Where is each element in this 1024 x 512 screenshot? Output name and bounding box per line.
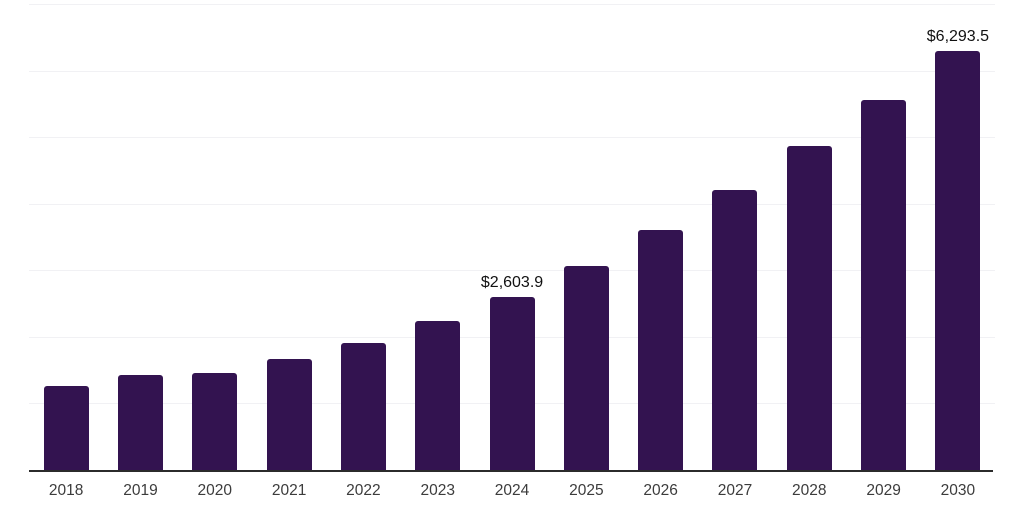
bar-2021 — [266, 359, 312, 470]
bar-slot-2027 — [698, 4, 772, 470]
bar-2027 — [712, 190, 758, 470]
bar-2026 — [638, 230, 684, 470]
x-tick-label-2027: 2027 — [717, 482, 753, 499]
x-tick-label-2025: 2025 — [569, 482, 604, 499]
bar-slot-2030: $6,293.5 — [921, 4, 995, 470]
x-axis-line — [29, 470, 993, 472]
x-tick-label-2021: 2021 — [271, 482, 307, 499]
x-tick-label-2022: 2022 — [346, 482, 381, 499]
gridline-4000 — [29, 203, 995, 205]
x-tick-label-2023: 2023 — [420, 482, 455, 499]
bar-2028 — [786, 146, 832, 470]
bar-slot-2022 — [326, 4, 400, 470]
bar-slot-2024: $2,603.9 — [475, 4, 549, 470]
bar-2018 — [43, 386, 89, 470]
bar-2020 — [192, 373, 238, 470]
x-tick-label-2028: 2028 — [792, 482, 827, 499]
x-tick-label-2026: 2026 — [643, 482, 678, 499]
bar-2019 — [117, 375, 163, 470]
x-axis-labels: 2018 2019 2020 2021 2022 2023 2024 2025 2026 2027… — [29, 482, 995, 500]
x-tick-label-2018: 2018 — [48, 482, 84, 499]
bar-2030 — [935, 51, 981, 470]
bar-slot-2020 — [178, 4, 252, 470]
x-tick-label-2024: 2024 — [494, 482, 530, 499]
x-tick-label-2019: 2019 — [123, 482, 158, 499]
value-label-2024: $2,603.9 — [480, 274, 544, 291]
bar-slot-2029 — [846, 4, 920, 470]
bar-slot-2019 — [103, 4, 177, 470]
gridline-7000 — [29, 4, 995, 5]
bar-slot-2026 — [624, 4, 698, 470]
bar-slot-2021 — [252, 4, 326, 470]
bar-2023 — [415, 321, 461, 470]
bar-slot-2018 — [29, 4, 103, 470]
bar-slot-2025 — [549, 4, 623, 470]
gridline-5000 — [29, 137, 995, 139]
bar-2022 — [340, 343, 386, 470]
bar-2029 — [861, 100, 907, 470]
x-tick-label-2030: 2030 — [940, 482, 976, 499]
value-label-2030: $6,293.5 — [926, 28, 990, 45]
x-tick-label-2029: 2029 — [866, 482, 901, 499]
bar-slot-2023 — [401, 4, 475, 470]
bar-2024 — [489, 297, 535, 470]
gridline-6000 — [29, 70, 995, 72]
bars-container: $2,603.9 $6,293.5 — [29, 4, 995, 470]
bar-slot-2028 — [772, 4, 846, 470]
plot-area: $2,603.9 $6,293.5 — [29, 4, 995, 472]
bar-2025 — [563, 266, 609, 470]
gridline-3000 — [29, 270, 995, 272]
x-tick-label-2020: 2020 — [197, 482, 233, 499]
